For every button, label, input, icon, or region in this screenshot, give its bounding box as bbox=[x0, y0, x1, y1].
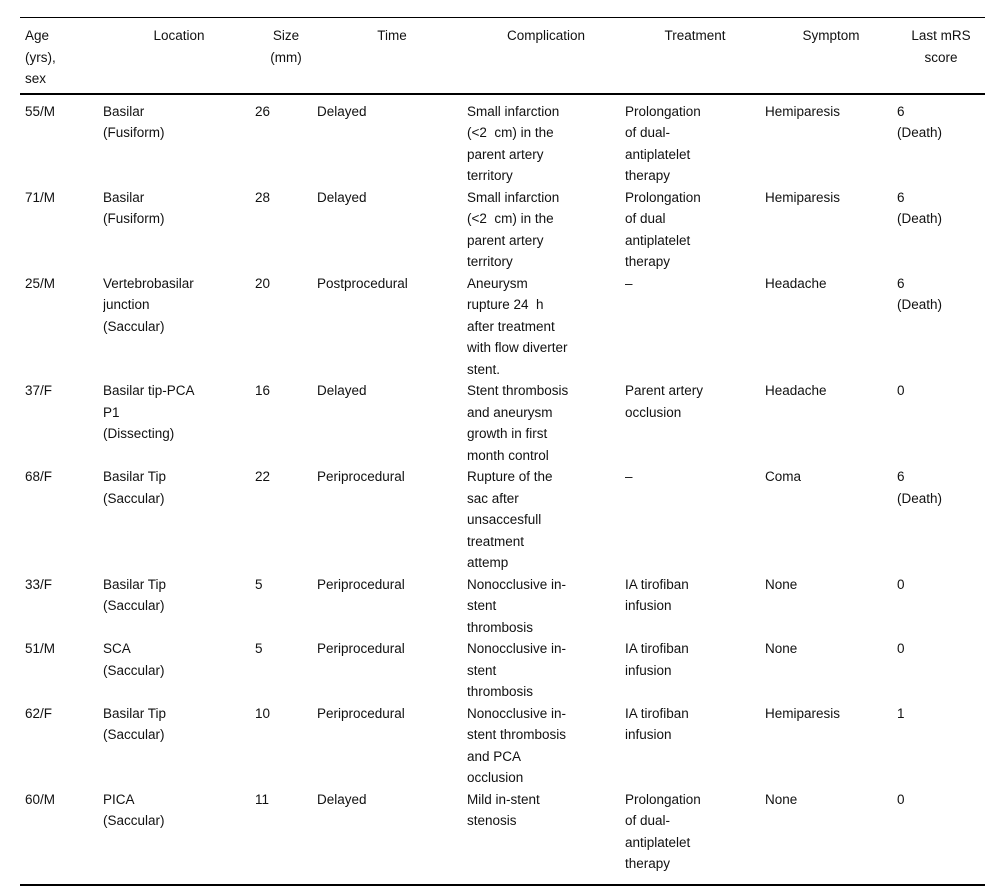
cell-last-mrs-score: 0 bbox=[897, 641, 905, 656]
cell-age-sex: 71/M bbox=[25, 189, 56, 205]
cell-size: 10 bbox=[255, 705, 271, 721]
cell-time: Periprocedural bbox=[317, 705, 405, 721]
column-header-complication: Complication bbox=[467, 17, 625, 95]
cell-location: Vertebrobasilar junction (Saccular) bbox=[103, 275, 194, 334]
cell-location: Basilar Tip (Saccular) bbox=[103, 576, 167, 614]
cell-age-sex: 68/F bbox=[25, 469, 53, 484]
cell-time: Periprocedural bbox=[317, 469, 405, 484]
cell-time: Delayed bbox=[317, 189, 367, 205]
cell-location: Basilar (Fusiform) bbox=[103, 189, 165, 227]
cell-symptom: Headache bbox=[765, 275, 827, 291]
column-header-time: Time bbox=[317, 17, 467, 95]
table-row: 55/M Basilar (Fusiform) 26 Delayed Small… bbox=[20, 94, 985, 187]
table-row: 37/F Basilar tip-PCA P1 (Dissecting) 16 … bbox=[20, 380, 985, 466]
cell-treatment: IA tirofiban infusion bbox=[625, 705, 689, 743]
cell-last-mrs-score: 6 (Death) bbox=[897, 275, 943, 313]
cell-time: Delayed bbox=[317, 791, 367, 807]
cell-symptom: None bbox=[765, 641, 798, 656]
cell-symptom: Hemiparesis bbox=[765, 705, 841, 721]
cell-size: 5 bbox=[255, 641, 263, 656]
cell-treatment: Prolongation of dual antiplatelet therap… bbox=[625, 189, 701, 270]
cell-size: 11 bbox=[255, 791, 270, 807]
cell-size: 16 bbox=[255, 383, 271, 398]
cell-last-mrs-score: 6 (Death) bbox=[897, 189, 943, 227]
cell-complication: Rupture of the sac after unsaccesfull tr… bbox=[467, 469, 553, 570]
cell-complication: Mild in-stent stenosis bbox=[467, 791, 540, 829]
column-header-size: Size (mm) bbox=[255, 17, 317, 95]
table-header: Age (yrs), sex Location Size (mm) Time C… bbox=[20, 17, 985, 95]
cell-age-sex: 62/F bbox=[25, 705, 53, 721]
cell-location: PICA (Saccular) bbox=[103, 791, 165, 829]
cell-location: Basilar Tip (Saccular) bbox=[103, 705, 167, 743]
complications-table: Age (yrs), sex Location Size (mm) Time C… bbox=[20, 17, 985, 886]
cell-size: 22 bbox=[255, 469, 271, 484]
table-row: 60/M PICA (Saccular) 11 Delayed Mild in-… bbox=[20, 789, 985, 885]
table-row: 68/F Basilar Tip (Saccular) 22 Periproce… bbox=[20, 466, 985, 574]
cell-symptom: Hemiparesis bbox=[765, 103, 841, 119]
cell-last-mrs-score: 0 bbox=[897, 791, 905, 807]
cell-treatment: Parent artery occlusion bbox=[625, 383, 704, 420]
cell-location: Basilar (Fusiform) bbox=[103, 103, 165, 141]
cell-treatment: Prolongation of dual- antiplatelet thera… bbox=[625, 103, 701, 184]
cell-size: 20 bbox=[255, 275, 271, 291]
cell-age-sex: 55/M bbox=[25, 103, 56, 119]
cell-location: Basilar Tip (Saccular) bbox=[103, 469, 167, 506]
cell-symptom: Headache bbox=[765, 383, 827, 398]
cell-complication: Stent thrombosis and aneurysm growth in … bbox=[467, 383, 569, 463]
cell-complication: Nonocclusive in- stent thrombosis bbox=[467, 641, 567, 699]
cell-time: Periprocedural bbox=[317, 576, 405, 592]
cell-complication: Small infarction (<2 cm) in the parent a… bbox=[467, 189, 560, 270]
cell-symptom: Coma bbox=[765, 469, 802, 484]
cell-treatment: – bbox=[625, 275, 633, 291]
cell-time: Delayed bbox=[317, 103, 367, 119]
cell-complication: Aneurysm rupture 24 h after treatment wi… bbox=[467, 275, 568, 377]
cell-last-mrs-score: 0 bbox=[897, 576, 905, 592]
cell-size: 28 bbox=[255, 189, 271, 205]
cell-size: 5 bbox=[255, 576, 263, 592]
table-row: 25/M Vertebrobasilar junction (Saccular)… bbox=[20, 273, 985, 381]
cell-location: SCA (Saccular) bbox=[103, 641, 165, 678]
table-body: 55/M Basilar (Fusiform) 26 Delayed Small… bbox=[20, 94, 985, 885]
cell-last-mrs-score: 6 (Death) bbox=[897, 103, 943, 141]
cell-last-mrs-score: 1 bbox=[897, 705, 905, 721]
cell-last-mrs-score: 6 (Death) bbox=[897, 469, 943, 506]
cell-last-mrs-score: 0 bbox=[897, 383, 905, 398]
column-header-location: Location bbox=[103, 17, 255, 95]
cell-time: Periprocedural bbox=[317, 641, 405, 656]
column-header-last-mrs-score: Last mRS score bbox=[897, 17, 985, 95]
cell-age-sex: 25/M bbox=[25, 275, 56, 291]
cell-age-sex: 33/F bbox=[25, 576, 53, 592]
cell-symptom: None bbox=[765, 576, 798, 592]
cell-age-sex: 37/F bbox=[25, 383, 53, 398]
cell-size: 26 bbox=[255, 103, 271, 119]
cell-time: Delayed bbox=[317, 383, 367, 398]
cell-treatment: – bbox=[625, 469, 633, 484]
column-header-age-sex: Age (yrs), sex bbox=[20, 17, 103, 95]
cell-time: Postprocedural bbox=[317, 275, 408, 291]
cell-complication: Nonocclusive in- stent thrombosis bbox=[467, 576, 567, 635]
table-row: 71/M Basilar (Fusiform) 28 Delayed Small… bbox=[20, 187, 985, 273]
cell-treatment: IA tirofiban infusion bbox=[625, 576, 689, 614]
table-row: 51/M SCA (Saccular) 5 Periprocedural Non… bbox=[20, 638, 985, 703]
table-row: 62/F Basilar Tip (Saccular) 10 Periproce… bbox=[20, 703, 985, 789]
column-header-treatment: Treatment bbox=[625, 17, 765, 95]
cell-complication: Small infarction (<2 cm) in the parent a… bbox=[467, 103, 560, 184]
column-header-symptom: Symptom bbox=[765, 17, 897, 95]
cell-symptom: None bbox=[765, 791, 798, 807]
cell-age-sex: 51/M bbox=[25, 641, 56, 656]
cell-age-sex: 60/M bbox=[25, 791, 56, 807]
cell-treatment: IA tirofiban infusion bbox=[625, 641, 689, 678]
cell-location: Basilar tip-PCA P1 (Dissecting) bbox=[103, 383, 195, 441]
cell-symptom: Hemiparesis bbox=[765, 189, 841, 205]
cell-treatment: Prolongation of dual- antiplatelet thera… bbox=[625, 791, 701, 872]
header-row: Age (yrs), sex Location Size (mm) Time C… bbox=[20, 17, 985, 95]
cell-complication: Nonocclusive in- stent thrombosis and PC… bbox=[467, 705, 567, 786]
table-row: 33/F Basilar Tip (Saccular) 5 Periproced… bbox=[20, 574, 985, 639]
